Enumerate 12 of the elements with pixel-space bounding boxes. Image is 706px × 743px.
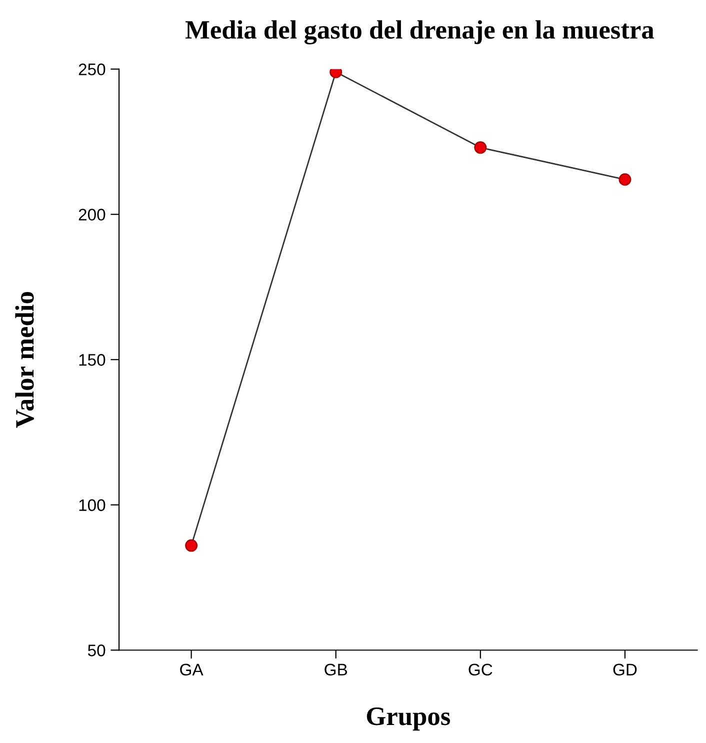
y-axis-title: Valor medio [15, 292, 34, 428]
x-tick-label: GA [180, 664, 204, 676]
x-tick-label: GC [468, 664, 492, 676]
y-tick-label: 150 [79, 354, 106, 366]
x-tick-label: GB [324, 664, 348, 676]
y-tick-label: 50 [88, 644, 106, 656]
chart-title: Media del gasto del drenaje en la muestra [185, 20, 654, 44]
x-axis-title: Grupos [366, 707, 450, 731]
y-tick-label: 200 [78, 208, 106, 221]
y-tick-label: 100 [79, 499, 106, 512]
x-tick-label: GD [613, 664, 637, 676]
y-tick-label: 250 [78, 64, 106, 76]
